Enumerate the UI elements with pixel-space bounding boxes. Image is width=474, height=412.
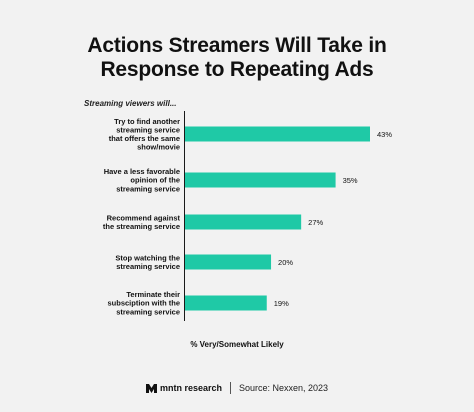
value-label: 43% — [377, 130, 392, 139]
category-label: Have a less favorable opinion of the strea… — [104, 167, 180, 193]
bar — [185, 172, 336, 188]
chart-title: Actions Streamers Will Take in Response … — [0, 34, 474, 82]
bar — [185, 214, 302, 230]
category-label-line: show/movie — [137, 143, 180, 152]
brand-name: mntn research — [159, 383, 222, 393]
category-label-line: streaming service — [116, 262, 180, 271]
brand: mntn research — [145, 383, 222, 393]
category-label-line: subsciption with the — [108, 299, 181, 308]
source-text: Source: Nexxen, 2023 — [238, 383, 329, 393]
bar — [185, 295, 267, 311]
category-label-line: Stop watching the — [115, 253, 180, 262]
chart-title-line-1: Actions Streamers Will Take in — [87, 34, 387, 57]
mntn-logo-icon — [145, 383, 157, 393]
category-label-line: Have a less favorable — [104, 167, 180, 176]
value-label: 27% — [308, 218, 323, 227]
category-label-line: the streaming service — [103, 222, 180, 231]
category-label: Terminate their subsciption with the strea… — [108, 290, 181, 316]
category-label-line: streaming service — [116, 125, 180, 134]
category-axis-line — [184, 111, 185, 321]
value-label: 35% — [343, 176, 358, 185]
category-label-line: Terminate their — [126, 290, 180, 299]
bar — [185, 126, 370, 142]
x-axis-label: % Very/Somewhat Likely — [190, 340, 284, 349]
bar — [185, 254, 272, 270]
category-label-line: streaming service — [116, 307, 180, 316]
category-label: Stop watching the streaming service — [115, 253, 180, 271]
footer: mntn research Source: Nexxen, 2023 — [0, 382, 474, 394]
value-label: 20% — [278, 258, 293, 267]
category-label: Recommend against the streaming service — [103, 213, 181, 231]
footer-separator — [229, 382, 231, 394]
category-label-line: streaming service — [116, 184, 180, 193]
category-label-line: opinion of the — [130, 176, 180, 185]
category-label: Try to find another streaming service that… — [109, 117, 180, 152]
chart-subtitle: Streaming viewers will... — [84, 99, 177, 108]
category-label-line: Try to find another — [114, 117, 180, 126]
chart-title-line-2: Response to Repeating Ads — [100, 58, 374, 81]
category-label-line: Recommend against — [107, 213, 181, 222]
category-label-line: that offers the same — [109, 134, 180, 143]
value-label: 19% — [274, 299, 289, 308]
